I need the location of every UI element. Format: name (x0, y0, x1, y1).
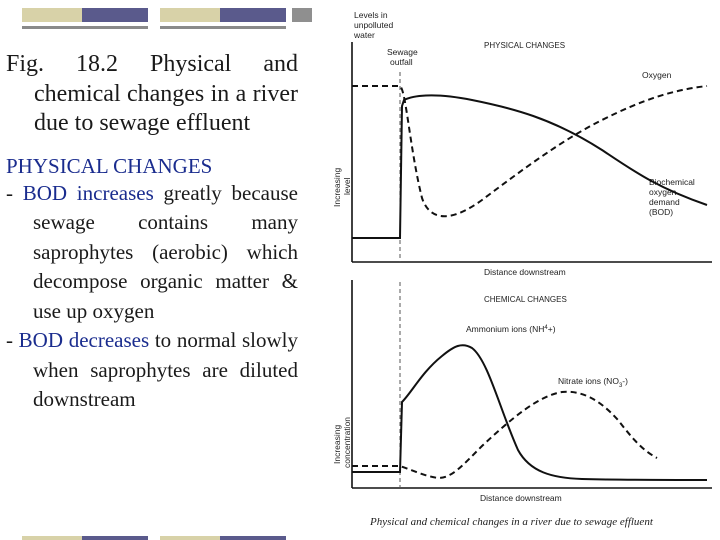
y-axis-label-bottom: Increasing concentration (332, 417, 352, 468)
label-oxygen: Oxygen (642, 70, 672, 80)
label-sewage-outfall: Sewage outfall (387, 47, 420, 67)
bullet-text: greatly because sewage contains many sap… (33, 180, 298, 323)
bullet-bod-decreases: - BOD decreases to normal slowly when sa… (6, 326, 298, 415)
y-axis-label-top: Increasing level (332, 165, 352, 207)
bullet-dash: - (6, 328, 19, 352)
figure-diagram: Levels in unpolluted water Sewage outfal… (332, 10, 712, 528)
decorative-bottom-band (0, 536, 312, 540)
bullet-bod-increases: - BOD increases greatly because sewage c… (6, 179, 298, 327)
figure-bottom-caption: Physical and chemical changes in a river… (369, 516, 654, 528)
bullet-text: to normal slowly when saprophytes are di… (33, 328, 298, 411)
nitrate-curve (352, 390, 658, 480)
bullet-dash: - (6, 180, 23, 205)
oxygen-curve (352, 85, 708, 218)
label-bod: Biochemical oxygen demand (BOD) (649, 177, 697, 217)
river-changes-figure: Levels in unpolluted water Sewage outfal… (312, 0, 720, 540)
slide-text-column: Fig. 18.2 Physical and chemical changes … (6, 50, 298, 415)
figure-caption: Fig. 18.2 Physical and chemical changes … (6, 51, 298, 136)
bullet-lead: BOD decreases (18, 328, 150, 352)
bullet-lead: BOD increases (22, 180, 154, 205)
x-axis-label-bottom: Distance downstream (480, 493, 562, 503)
label-nitrate: Nitrate ions (NO3-) (558, 376, 628, 389)
chemical-changes-title: CHEMICAL CHANGES (484, 295, 567, 304)
bod-curve (352, 94, 708, 239)
section-heading: PHYSICAL CHANGES (6, 153, 213, 178)
decorative-top-band (0, 0, 312, 36)
physical-changes-title: PHYSICAL CHANGES (484, 41, 565, 50)
label-levels-unpolluted: Levels in unpolluted water (353, 10, 396, 40)
x-axis-label-top: Distance downstream (484, 267, 566, 277)
label-ammonium: Ammonium ions (NH4+) (466, 324, 556, 334)
ammonium-curve (352, 344, 708, 481)
